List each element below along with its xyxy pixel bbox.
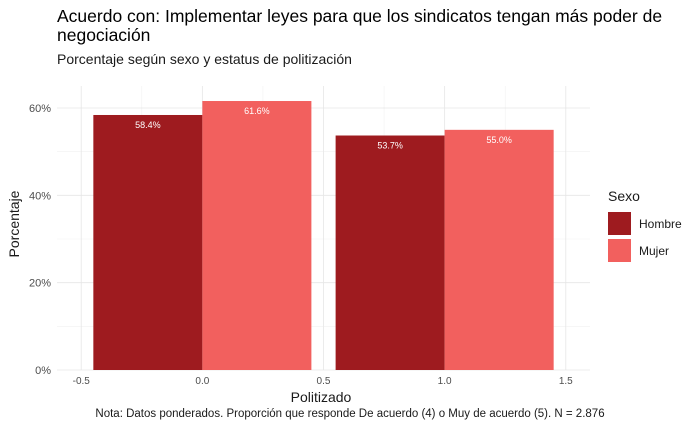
legend-key-mujer [608,239,631,262]
legend-label-hombre: Hombre [639,216,682,231]
y-tick-label: 20% [29,278,51,290]
x-tick-label: 1.0 [438,376,452,387]
legend-label-mujer: Mujer [639,243,670,258]
legend-title: Sexo [608,188,640,204]
x-tick-label: 0.5 [317,376,331,387]
chart-subtitle: Porcentaje según sexo y estatus de polit… [57,51,352,67]
x-axis-title: Politizado [291,389,352,405]
x-tick-label: 0.0 [195,376,209,387]
bar-mujer-1 [444,129,554,370]
legend-item-mujer: Mujer [608,237,682,264]
bar-value-label: 58.4% [135,120,161,130]
y-axis-title: Porcentaje [6,190,22,257]
y-tick-label: 40% [29,190,51,202]
x-tick-label: 1.5 [559,376,573,387]
bar-hombre-1 [335,135,445,370]
y-tick-label: 0% [35,365,51,377]
x-tick-label: -0.5 [73,376,91,387]
bar-value-label: 53.7% [377,141,403,151]
legend-key-hombre [608,212,631,235]
y-tick-label: 60% [29,103,51,115]
legend: Sexo Hombre Mujer [608,188,682,264]
bar-value-label: 61.6% [244,106,270,116]
bar-value-label: 55.0% [486,135,512,145]
bar-mujer-0 [202,101,312,370]
legend-item-hombre: Hombre [608,210,682,237]
caption-note: Nota: Datos ponderados. Proporción que r… [95,408,605,420]
bar-hombre-0 [93,114,203,370]
chart-title: Acuerdo con: Implementar leyes para que … [57,6,663,45]
